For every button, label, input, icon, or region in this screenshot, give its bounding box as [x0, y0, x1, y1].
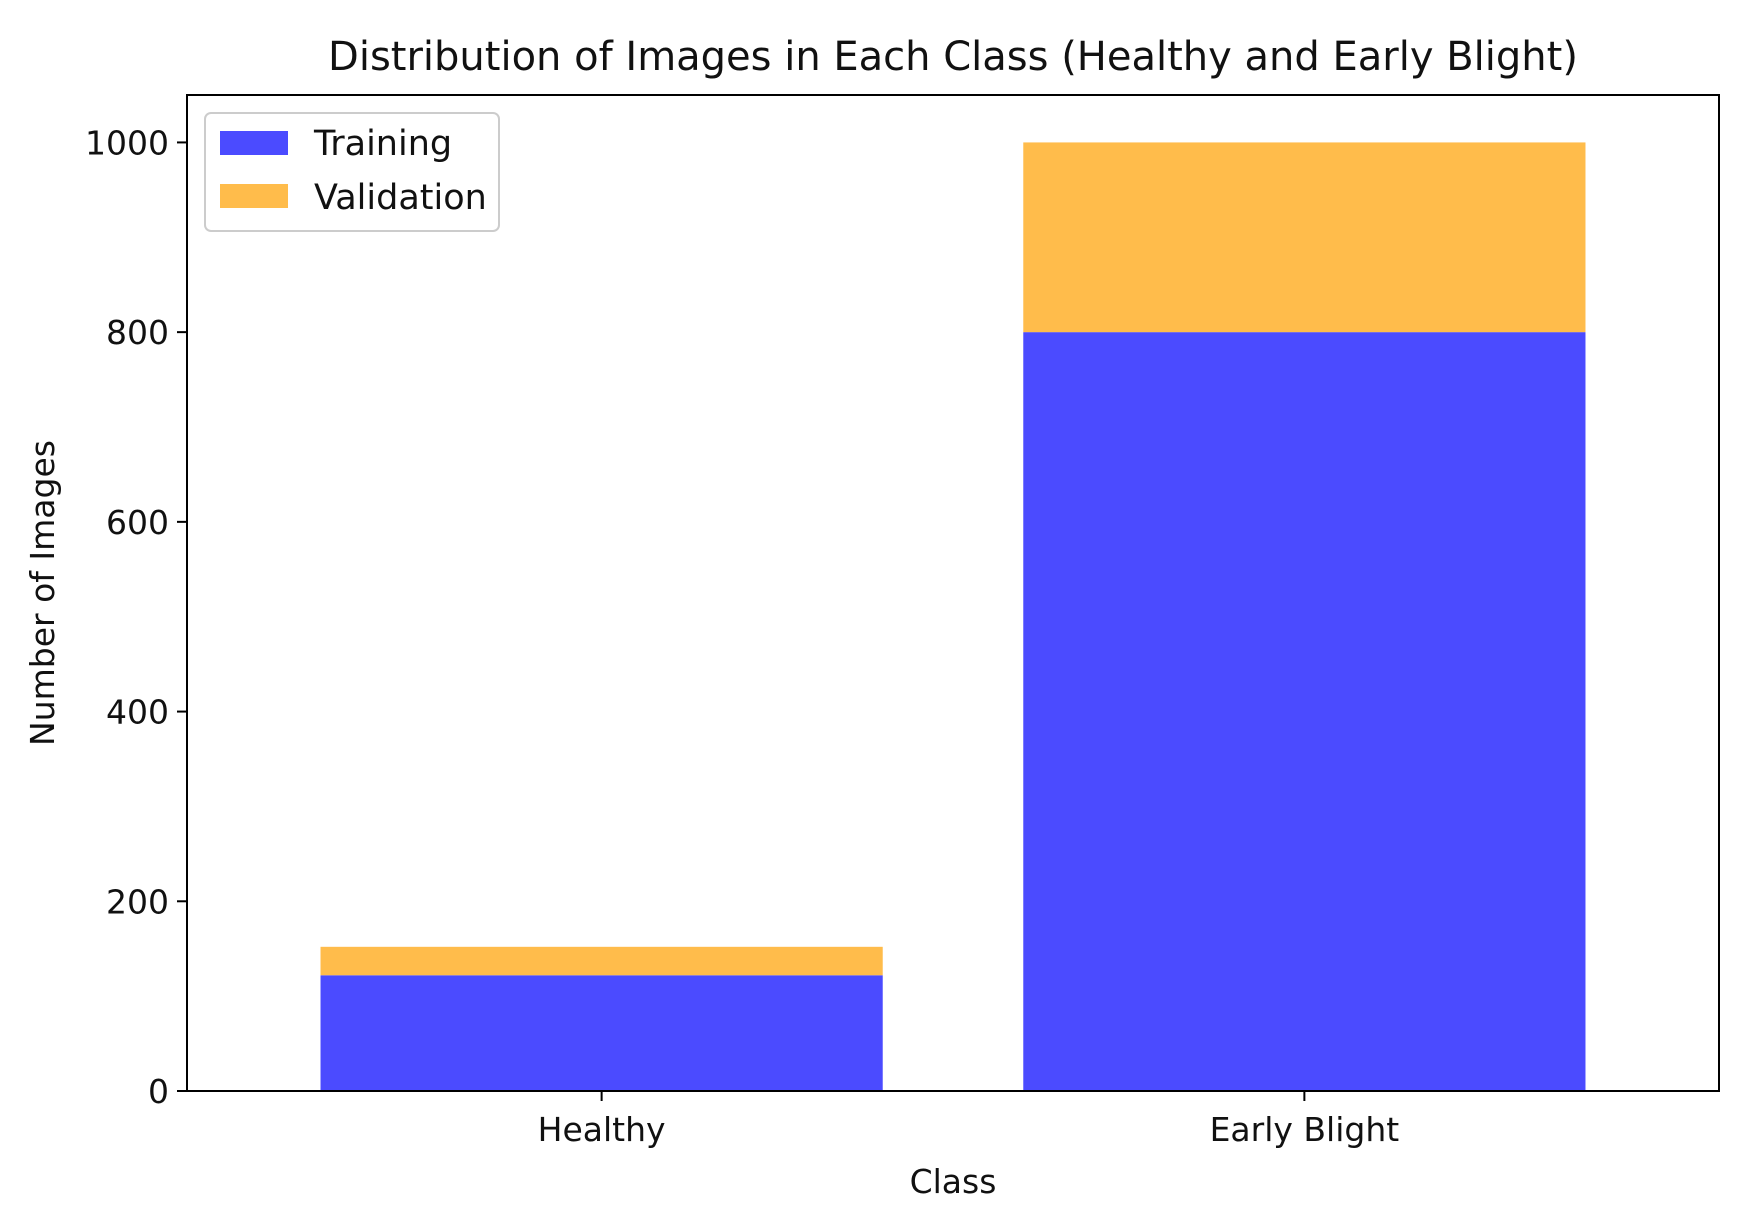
y-tick-label-200: 200 — [106, 882, 169, 921]
x-tick-label-early-blight: Early Blight — [1210, 1110, 1400, 1149]
chart-title: Distribution of Images in Each Class (He… — [328, 34, 1578, 80]
x-axis: Healthy Early Blight — [538, 1091, 1400, 1149]
y-tick-label-600: 600 — [106, 503, 169, 542]
y-axis-label: Number of Images — [23, 440, 62, 746]
y-tick-label-1000: 1000 — [85, 123, 169, 162]
bar-validation-early-blight — [1023, 142, 1586, 333]
legend-label-validation: Validation — [314, 178, 487, 218]
bar-training-healthy — [320, 975, 883, 1091]
legend-swatch-training — [220, 131, 288, 155]
bars-group — [320, 142, 1586, 1092]
y-axis: 0 200 400 600 800 1000 — [85, 123, 187, 1111]
x-tick-label-healthy: Healthy — [538, 1110, 666, 1149]
legend-swatch-validation — [220, 184, 288, 208]
bar-validation-healthy — [320, 946, 883, 976]
x-axis-label: Class — [910, 1162, 997, 1201]
y-tick-label-400: 400 — [106, 693, 169, 732]
bar-training-early-blight — [1023, 332, 1586, 1092]
y-tick-label-0: 0 — [148, 1072, 169, 1111]
plot-area-frame — [186, 94, 1720, 1092]
legend: Training Validation — [204, 112, 500, 232]
legend-label-training: Training — [313, 124, 452, 164]
y-tick-label-800: 800 — [106, 313, 169, 352]
